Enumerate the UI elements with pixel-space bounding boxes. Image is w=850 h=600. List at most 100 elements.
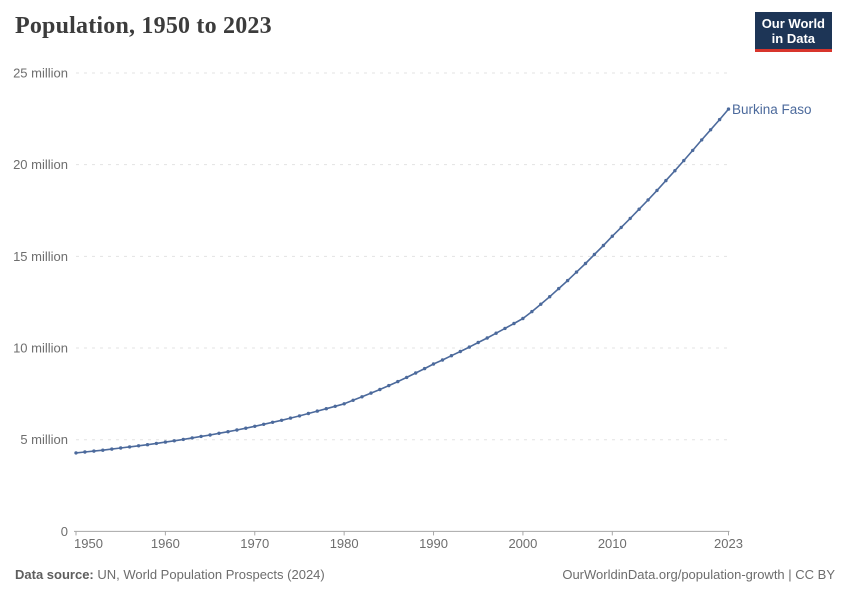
data-point-2002 bbox=[539, 302, 543, 306]
data-point-1978 bbox=[324, 407, 328, 411]
data-source-label: Data source: bbox=[15, 567, 94, 582]
data-point-2022 bbox=[717, 117, 722, 122]
data-point-2013 bbox=[637, 207, 641, 211]
data-point-2018 bbox=[682, 158, 686, 163]
y-tick-label-20: 20 million bbox=[13, 157, 68, 172]
data-point-1974 bbox=[288, 416, 293, 420]
data-point-1956 bbox=[127, 445, 132, 449]
data-point-2009 bbox=[601, 243, 606, 248]
data-point-1991 bbox=[440, 358, 445, 362]
data-point-1971 bbox=[262, 422, 266, 426]
data-point-1989 bbox=[422, 366, 427, 371]
data-point-1950 bbox=[74, 451, 78, 455]
chart-footer: Data source: UN, World Population Prospe… bbox=[15, 567, 835, 582]
data-source-text: UN, World Population Prospects (2024) bbox=[93, 567, 325, 582]
data-point-2014 bbox=[646, 198, 650, 202]
data-point-1975 bbox=[297, 414, 302, 418]
data-point-2001 bbox=[530, 309, 534, 314]
data-point-2021 bbox=[708, 128, 713, 132]
data-point-1951 bbox=[83, 450, 87, 454]
data-point-1953 bbox=[101, 448, 105, 452]
data-point-2019 bbox=[691, 148, 695, 153]
data-point-1960 bbox=[163, 440, 168, 444]
data-point-1984 bbox=[378, 387, 382, 392]
data-point-2004 bbox=[557, 286, 561, 291]
data-point-1970 bbox=[253, 424, 257, 428]
data-point-2012 bbox=[628, 216, 632, 221]
data-point-1977 bbox=[315, 409, 319, 413]
data-point-1996 bbox=[485, 336, 489, 340]
data-point-2017 bbox=[673, 169, 677, 173]
x-tick-label-1980: 1980 bbox=[330, 536, 359, 551]
data-point-2005 bbox=[565, 278, 570, 283]
data-point-1968 bbox=[235, 428, 239, 432]
data-point-1988 bbox=[414, 371, 418, 375]
data-point-1976 bbox=[306, 411, 311, 416]
data-point-1961 bbox=[172, 439, 176, 443]
data-source-note: Data source: UN, World Population Prospe… bbox=[15, 567, 325, 582]
data-point-1981 bbox=[351, 398, 355, 402]
data-point-1983 bbox=[369, 391, 373, 395]
x-tick-label-2023: 2023 bbox=[714, 536, 743, 551]
data-point-1959 bbox=[154, 441, 159, 446]
data-point-1992 bbox=[449, 354, 454, 358]
data-point-1980 bbox=[342, 402, 346, 406]
x-tick-label-2010: 2010 bbox=[598, 536, 627, 551]
y-tick-label-5: 5 million bbox=[20, 432, 68, 447]
series-line-burkina-faso[interactable] bbox=[75, 108, 730, 454]
y-tick-label-0: 0 bbox=[61, 524, 68, 539]
data-point-1962 bbox=[181, 437, 185, 442]
data-point-2003 bbox=[548, 295, 552, 299]
data-point-2008 bbox=[592, 252, 597, 257]
data-point-1994 bbox=[467, 345, 471, 349]
data-point-2011 bbox=[619, 225, 623, 230]
data-point-1985 bbox=[387, 383, 391, 388]
data-point-1997 bbox=[494, 331, 498, 335]
data-point-2023 bbox=[726, 107, 731, 111]
data-point-1990 bbox=[431, 362, 436, 366]
owid-logo[interactable]: Our World in Data bbox=[754, 12, 832, 52]
data-point-1958 bbox=[145, 443, 150, 447]
data-point-1967 bbox=[226, 430, 230, 434]
x-tick-label-1990: 1990 bbox=[419, 536, 448, 551]
data-point-2000 bbox=[521, 316, 525, 321]
license-link[interactable]: OurWorldinData.org/population-growth | C… bbox=[562, 567, 835, 582]
x-tick-label-1950: 1950 bbox=[74, 536, 103, 551]
series-label-burkina-faso[interactable]: Burkina Faso bbox=[732, 102, 812, 117]
data-point-1986 bbox=[396, 379, 400, 384]
owid-logo-line1: Our World bbox=[761, 16, 825, 31]
data-point-2020 bbox=[700, 138, 704, 142]
data-point-1965 bbox=[208, 433, 212, 437]
data-point-1954 bbox=[110, 447, 114, 451]
data-point-2010 bbox=[610, 234, 614, 238]
owid-logo-line2: in Data bbox=[771, 31, 816, 46]
data-point-1972 bbox=[270, 420, 275, 424]
data-point-1979 bbox=[333, 404, 337, 408]
x-tick-label-1960: 1960 bbox=[151, 536, 180, 551]
y-tick-label-25: 25 million bbox=[13, 66, 68, 81]
chart-title: Population, 1950 to 2023 bbox=[15, 13, 272, 39]
data-point-2007 bbox=[583, 261, 588, 266]
data-point-1964 bbox=[199, 434, 203, 439]
data-point-1966 bbox=[217, 431, 221, 435]
data-point-1957 bbox=[136, 444, 141, 448]
data-point-1982 bbox=[360, 395, 364, 399]
data-point-1995 bbox=[476, 340, 480, 345]
data-point-1998 bbox=[503, 326, 507, 331]
y-tick-label-15: 15 million bbox=[13, 249, 68, 264]
data-point-1973 bbox=[279, 418, 284, 422]
data-point-1963 bbox=[190, 436, 194, 440]
data-point-1952 bbox=[92, 449, 96, 453]
data-point-1987 bbox=[405, 375, 409, 380]
data-point-2015 bbox=[655, 188, 659, 193]
data-point-2006 bbox=[574, 270, 579, 274]
y-tick-label-10: 10 million bbox=[13, 341, 68, 356]
x-tick-label-1970: 1970 bbox=[240, 536, 269, 551]
data-point-2016 bbox=[664, 178, 668, 183]
x-tick-label-2000: 2000 bbox=[508, 536, 537, 551]
data-point-1993 bbox=[458, 349, 462, 354]
data-point-1955 bbox=[119, 446, 123, 450]
data-point-1969 bbox=[244, 426, 248, 430]
